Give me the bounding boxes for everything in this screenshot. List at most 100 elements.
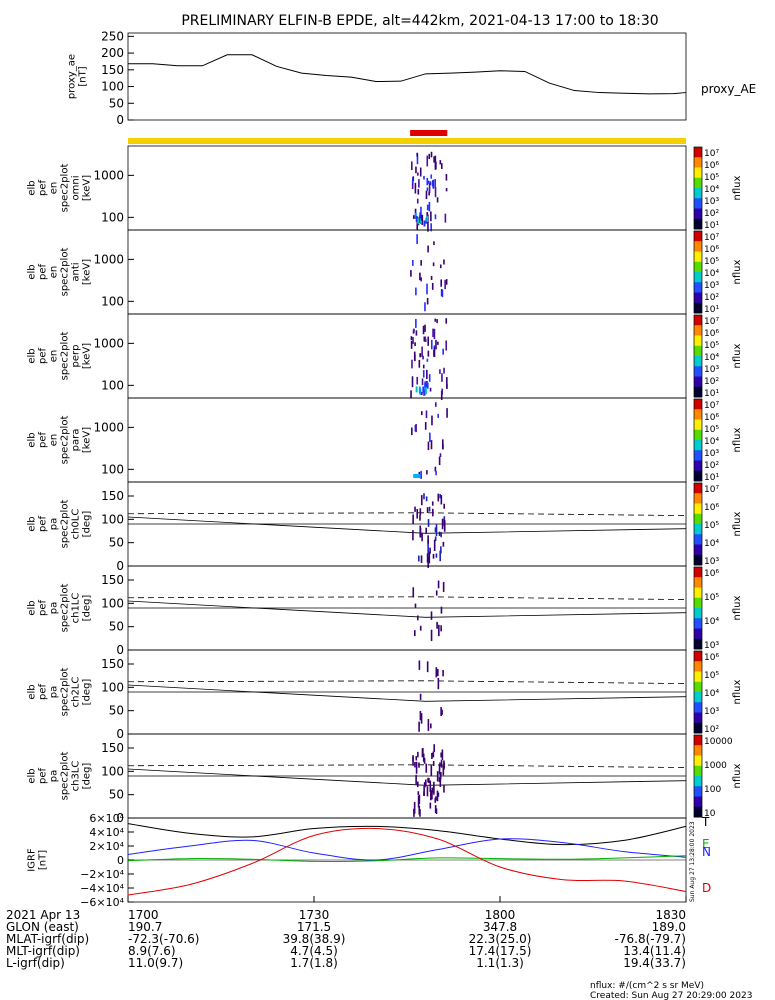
spec-mark xyxy=(413,351,416,361)
spec-3-colorbar-tick: 10⁷ xyxy=(704,401,719,411)
spec-mark xyxy=(445,340,448,351)
pa-mark xyxy=(440,532,442,538)
igrf-legend-D: D xyxy=(702,881,711,895)
spec-mark xyxy=(426,283,428,295)
pa-loss-cone-line xyxy=(127,684,687,702)
spec-mark xyxy=(427,441,430,451)
footer-row-value: 19.4(33.7) xyxy=(623,956,686,970)
pa-2-ylabel-line: [deg] xyxy=(82,679,93,706)
pa-mark xyxy=(437,668,439,677)
spec-2-ylabel-line: pef xyxy=(38,348,49,365)
pa-mark xyxy=(436,771,439,782)
pa-mark xyxy=(419,693,422,700)
spec-mark xyxy=(417,189,420,195)
spec-mark xyxy=(415,318,417,328)
footer-row-label: MLAT-igrf(dip) xyxy=(6,932,89,946)
pa-mark xyxy=(432,761,435,766)
pa-2-colorbar-segment xyxy=(694,702,702,713)
pa-ytick-label: 100 xyxy=(101,596,124,610)
pa-3-colorbar-label: nflux xyxy=(732,763,743,788)
pa-mark xyxy=(437,677,440,690)
spec-0-colorbar-tick: 10³ xyxy=(704,197,719,207)
pa-mark xyxy=(431,790,433,800)
igrf-line-N xyxy=(127,838,687,861)
spec-mark xyxy=(426,369,428,379)
pa-1-ylabel-line: ch1LC xyxy=(71,593,82,624)
pa-mark xyxy=(430,765,433,777)
spec-mark xyxy=(446,377,448,388)
pa-mark xyxy=(429,802,432,809)
pa-1-colorbar-segment xyxy=(694,577,702,588)
spec-1-colorbar-tick: 10³ xyxy=(704,281,719,291)
spec-mark xyxy=(426,297,429,305)
igrf-line-T xyxy=(127,823,687,846)
pa-3-colorbar-segment xyxy=(694,786,702,797)
pa-mark xyxy=(419,625,422,631)
spec-mark xyxy=(412,177,414,185)
spec-mark-low xyxy=(421,214,424,221)
pa-1-ylabel-line: pef xyxy=(38,600,49,617)
pa-3-colorbar-segment xyxy=(694,735,702,746)
spec-mark xyxy=(436,319,438,324)
pa-1-colorbar-tick: 10³ xyxy=(704,641,719,651)
pa-2-ylabel-line: pa xyxy=(49,686,60,698)
pa-mark xyxy=(425,527,427,534)
pa-ytick-label: 0 xyxy=(116,727,124,741)
igrf-ylabel-line: IGRF xyxy=(27,848,38,872)
pa-mark xyxy=(420,495,423,506)
footer-row-value: 1700 xyxy=(128,908,159,922)
status-bar xyxy=(128,138,686,144)
spec-mark xyxy=(434,214,437,220)
spec-mark xyxy=(431,182,434,187)
spec-mark xyxy=(426,177,429,186)
proxy-ae-panel: 250 200 150 100 50 0 proxy_ae [nT] proxy_AE xyxy=(67,29,757,127)
spec-mark xyxy=(442,348,444,355)
footer-row-value: 1730 xyxy=(299,908,330,922)
spec-3-colorbar-tick: 10⁴ xyxy=(704,437,719,447)
spec-0-colorbar: 10⁷ 10⁶ 10⁵ 10⁴ 10³ 10² 10¹ nflux xyxy=(693,146,743,231)
footer-row-value: 1.1(1.3) xyxy=(476,956,524,970)
spec-mark-low xyxy=(419,212,422,219)
spec-2-ylabel: elb pef en spec2plot perp [keV] xyxy=(27,332,93,381)
pa-0-colorbar-tick: 10⁵ xyxy=(704,521,719,531)
footer-row-label: MLT-igrf(dip) xyxy=(6,944,80,958)
spec-1-colorbar-segment xyxy=(694,272,702,283)
pa-ytick-label: 100 xyxy=(101,680,124,694)
spec-0-ylabel-line: spec2plot xyxy=(60,164,71,213)
spec-2-colorbar-tick: 10³ xyxy=(704,365,719,375)
pa-panel-ch2LC: 150 100 50 0 elb pef pa spec2plot ch2LC [deg] xyxy=(27,649,687,741)
pa-mark xyxy=(427,535,429,544)
pa-mark xyxy=(412,514,414,525)
pa-mark xyxy=(429,547,431,554)
spec-0-colorbar-segment xyxy=(694,208,702,220)
proxy-ae-ytick-label: 100 xyxy=(101,80,124,94)
pa-mark xyxy=(440,606,443,614)
spec-mark xyxy=(415,423,417,433)
pa-2-colorbar-frame xyxy=(693,650,703,734)
spec-2-colorbar-tick: 10⁶ xyxy=(704,329,719,339)
pa-mark xyxy=(433,744,436,753)
pa-1-colorbar-segment xyxy=(694,608,702,619)
spec-mark-low xyxy=(423,389,426,396)
igrf-line-E xyxy=(127,855,687,862)
pa-mark xyxy=(430,790,432,801)
pa-mark xyxy=(438,764,441,775)
spec-2-colorbar-tick: 10⁵ xyxy=(704,341,719,351)
spec-mark xyxy=(411,376,414,388)
spec-mark xyxy=(441,373,443,382)
spec-mark-low xyxy=(422,386,425,393)
spec-mark xyxy=(432,262,435,267)
spec-0-colorbar-tick: 10⁴ xyxy=(704,185,719,195)
pa-mark xyxy=(419,508,422,516)
spec-2-ylabel-line: perp xyxy=(71,345,82,368)
spec-3-colorbar: 10⁷ 10⁶ 10⁵ 10⁴ 10³ 10² 10¹ nflux xyxy=(693,398,743,483)
spec-mark-low xyxy=(426,215,429,222)
spec-2-colorbar-tick: 10¹ xyxy=(704,389,719,399)
pa-mark xyxy=(431,752,433,759)
pa-3-ylabel-line: [deg] xyxy=(82,763,93,790)
spec-mark xyxy=(414,342,416,347)
spec-mark xyxy=(430,440,433,450)
spec-mark xyxy=(420,411,423,416)
spec-0-colorbar-segment xyxy=(694,147,702,158)
spec-1-colorbar-segment xyxy=(694,292,702,304)
